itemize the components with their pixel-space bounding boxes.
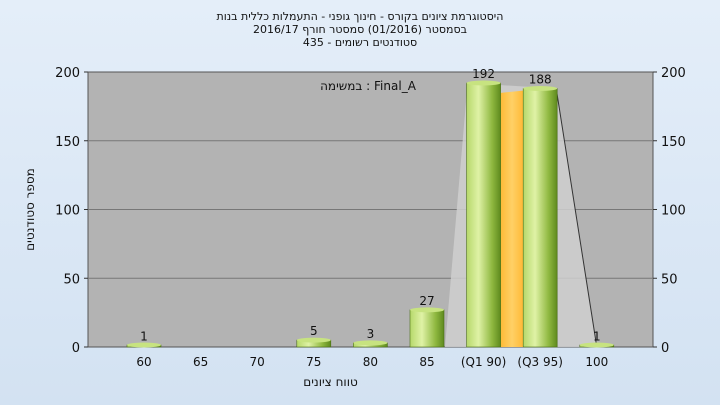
x-tick-label: 75: [306, 355, 321, 369]
bar-top-7: [523, 86, 558, 91]
x-tick-label: 65: [193, 355, 208, 369]
y-tick-label: 150: [55, 135, 80, 150]
data-label: 192: [472, 67, 495, 81]
chart-subtitle-1: בסמסטר (01/2016) סמסטר חורף 2016/17: [253, 23, 467, 36]
bar-top-5: [410, 307, 444, 313]
y-tick-label: 0: [72, 341, 80, 356]
data-label: 5: [310, 324, 318, 338]
x-tick-label: 100: [585, 355, 608, 369]
chart-annotation: במשימה : Final_A: [320, 79, 417, 93]
chart-subtitle-2: סטודנטים רשומים - 435: [302, 36, 418, 49]
y-axis-title: מספר סטודנטים: [23, 168, 37, 251]
bar-top-8: [579, 342, 614, 348]
y2-tick-label: 200: [661, 66, 686, 81]
bar-top-6: [466, 80, 501, 86]
data-label: 1: [140, 330, 148, 344]
x-tick-label: 60: [136, 355, 151, 369]
y2-tick-label: 0: [661, 341, 669, 356]
x-axis-title: טווח ציונים: [303, 375, 358, 389]
bar-top-0: [127, 342, 161, 348]
y2-tick-label: 100: [661, 204, 686, 219]
data-label: 27: [419, 294, 434, 308]
data-label: 3: [367, 327, 375, 341]
data-label: 1: [593, 330, 601, 344]
quartile-band: [499, 90, 525, 347]
x-tick-label: (Q3 95): [517, 355, 563, 369]
x-tick-label: 85: [419, 355, 434, 369]
y-tick-label: 50: [63, 272, 80, 287]
y-tick-label: 200: [55, 66, 80, 81]
chart-title: היסטוגרמת ציונים בקורס - חינוך גופני - ה…: [216, 10, 504, 23]
y2-tick-label: 50: [661, 272, 678, 287]
bar-6: [466, 82, 501, 348]
x-tick-label: 70: [250, 355, 265, 369]
distribution-line: [555, 88, 598, 348]
bar-top-4: [353, 340, 388, 346]
bar-7: [522, 88, 558, 348]
y2-tick-label: 150: [661, 135, 686, 150]
x-tick-label: (Q1 90): [461, 355, 507, 369]
bar-top-3: [296, 337, 331, 343]
chart-title-block: היסטוגרמת ציונים בקורס - חינוך גופני - ה…: [0, 10, 720, 49]
x-tick-label: 80: [363, 355, 378, 369]
y-tick-label: 100: [55, 204, 80, 219]
bar-5: [409, 309, 445, 348]
data-label: 188: [529, 73, 552, 87]
